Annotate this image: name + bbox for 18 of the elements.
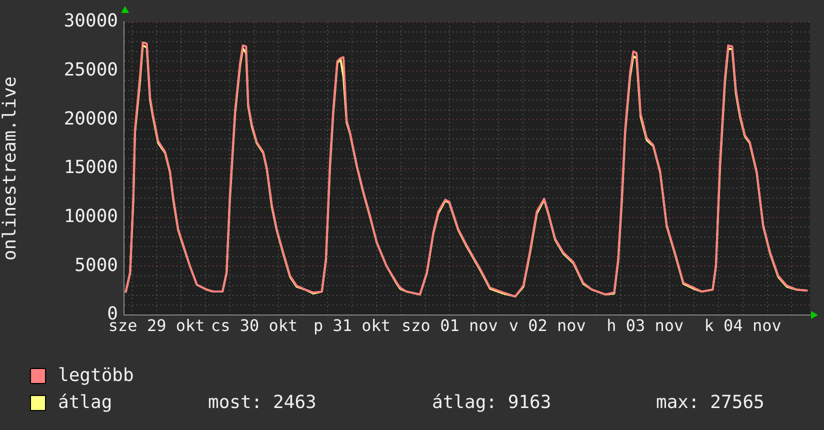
x-tick-label: szo 01 nov [402,316,498,335]
y-tick-label: 20000 [64,108,118,130]
y-tick-label: 25000 [64,60,118,81]
text: max: 27565 [656,391,764,415]
y-tick-label: 5000 [74,254,118,276]
x-tick-label: p 31 okt [313,316,391,335]
x-tick-label: v 02 nov [508,316,586,335]
y-axis-title: onlinestream.live [0,76,20,261]
text: most: 2463 [208,391,318,415]
y-tick-label: 15000 [64,157,118,178]
x-tick-label: h 03 nov [606,316,684,335]
text: átlag: 9163 [432,391,552,415]
legend-label: átlag [58,391,114,415]
x-tick-label: cs 30 okt [210,316,298,335]
y-tick-label: 30000 [64,10,118,32]
legend-label: legtöbb [58,364,135,388]
x-tick-label: k 04 nov [704,316,782,335]
y-tick-label: 10000 [64,206,118,228]
